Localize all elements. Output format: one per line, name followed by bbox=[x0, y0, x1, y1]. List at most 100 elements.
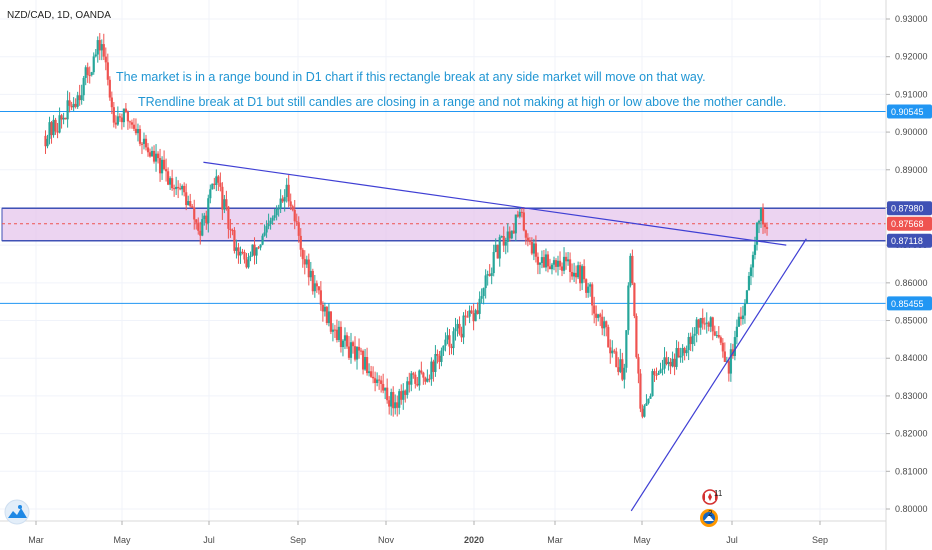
candle-body bbox=[619, 359, 622, 372]
candle-body bbox=[269, 220, 272, 225]
candle-body bbox=[611, 350, 614, 354]
time-axis[interactable]: Mar May Jul Sep Nov 2020 Mar May Jul Sep bbox=[28, 521, 828, 545]
candle-body bbox=[110, 97, 113, 108]
candle-body bbox=[641, 408, 644, 417]
candle-body bbox=[697, 319, 700, 328]
candle-body bbox=[460, 333, 463, 338]
canada-flag-icon[interactable] bbox=[702, 489, 718, 505]
y-tick-label: 0.84000 bbox=[895, 353, 928, 363]
price-axis[interactable]: 0.930000.920000.910000.900000.890000.880… bbox=[886, 14, 928, 514]
y-tick-label: 0.92000 bbox=[895, 52, 928, 62]
candle-body bbox=[562, 256, 566, 271]
ascending-trendline[interactable] bbox=[630, 238, 807, 512]
candle-body bbox=[464, 315, 467, 317]
candle-body bbox=[46, 138, 49, 147]
candle-body bbox=[209, 189, 212, 199]
candle-body bbox=[691, 335, 694, 345]
candle-body bbox=[711, 317, 714, 332]
candle-body bbox=[309, 270, 312, 278]
candle-body bbox=[605, 321, 608, 328]
candle-body bbox=[534, 243, 538, 257]
range-rectangle[interactable] bbox=[1, 207, 887, 242]
candle-body bbox=[402, 390, 405, 400]
candle-body bbox=[307, 259, 310, 278]
candle-body bbox=[215, 176, 218, 185]
candle-body bbox=[558, 260, 562, 267]
descending-trendline[interactable] bbox=[203, 161, 787, 246]
candle-body bbox=[369, 371, 373, 377]
candle-body bbox=[337, 326, 341, 341]
candle-body bbox=[225, 199, 228, 207]
annotation-text-2[interactable]: TRendline break at D1 but still candles … bbox=[138, 95, 786, 109]
candle-body bbox=[140, 143, 144, 145]
candle-body bbox=[219, 182, 222, 187]
candle-body bbox=[570, 272, 574, 277]
candle-body bbox=[444, 339, 447, 346]
candle-body bbox=[359, 350, 363, 352]
candle-body bbox=[621, 359, 624, 380]
candle-body bbox=[80, 95, 83, 101]
candle-body bbox=[468, 310, 471, 317]
y-tick-label: 0.83000 bbox=[895, 391, 928, 401]
y-tick-label: 0.90000 bbox=[895, 127, 928, 137]
candle-body bbox=[245, 259, 248, 268]
candle-body bbox=[162, 159, 166, 170]
annotation-text-1[interactable]: The market is in a range bound in D1 cha… bbox=[116, 70, 706, 84]
candle-body bbox=[653, 371, 656, 375]
candle-body bbox=[376, 379, 379, 383]
candle-body bbox=[627, 285, 630, 331]
candle-body bbox=[520, 211, 523, 213]
candle-body bbox=[713, 331, 716, 336]
candle-body bbox=[150, 150, 154, 157]
candle-body bbox=[689, 336, 692, 345]
candle-body bbox=[189, 201, 192, 207]
price-label-text: 0.87118 bbox=[891, 236, 923, 246]
candle-body bbox=[227, 206, 230, 229]
candle-body bbox=[185, 192, 188, 206]
price-labels: 0.90545 0.87980 0.87568 0.87118 0.85455 bbox=[887, 104, 932, 311]
candle-body bbox=[753, 244, 757, 255]
candle-body bbox=[301, 249, 304, 260]
candle-body bbox=[237, 247, 240, 256]
candle-body bbox=[130, 122, 134, 125]
candle-body bbox=[649, 396, 652, 399]
candle-body bbox=[44, 135, 47, 147]
candle-body bbox=[577, 265, 580, 278]
candle-body bbox=[665, 357, 668, 365]
candle-body bbox=[100, 44, 103, 51]
candle-body bbox=[263, 232, 266, 236]
price-label-badge bbox=[887, 104, 932, 119]
candle-body bbox=[221, 186, 224, 210]
candle-body bbox=[406, 381, 409, 395]
candle-body bbox=[154, 153, 158, 162]
candle-body bbox=[645, 403, 648, 406]
x-tick-label: Jul bbox=[726, 535, 738, 545]
candle-body bbox=[265, 226, 268, 233]
candle-body bbox=[727, 361, 730, 374]
candle-body bbox=[522, 212, 525, 231]
candle-body bbox=[564, 256, 568, 262]
economic-events-icon[interactable] bbox=[700, 509, 718, 527]
candle-body bbox=[671, 358, 674, 367]
x-tick-label: Sep bbox=[812, 535, 828, 545]
candle-body bbox=[552, 260, 556, 265]
grid-lines bbox=[0, 0, 886, 521]
candle-body bbox=[410, 373, 413, 385]
candle-body bbox=[695, 319, 698, 334]
candle-body bbox=[267, 224, 270, 227]
candle-body bbox=[193, 207, 196, 220]
candle-body bbox=[74, 103, 77, 107]
candle-body bbox=[432, 361, 435, 372]
candle-body bbox=[581, 266, 584, 284]
candle-body bbox=[450, 346, 453, 349]
candle-body bbox=[207, 198, 210, 224]
candle-body bbox=[715, 334, 718, 336]
candle-body bbox=[544, 254, 548, 268]
candle-body bbox=[703, 323, 706, 325]
candle-body bbox=[146, 147, 150, 153]
candle-body bbox=[476, 310, 479, 314]
tradingview-logo-icon[interactable] bbox=[4, 499, 30, 525]
candle-body bbox=[181, 185, 184, 190]
candle-body bbox=[357, 346, 361, 351]
